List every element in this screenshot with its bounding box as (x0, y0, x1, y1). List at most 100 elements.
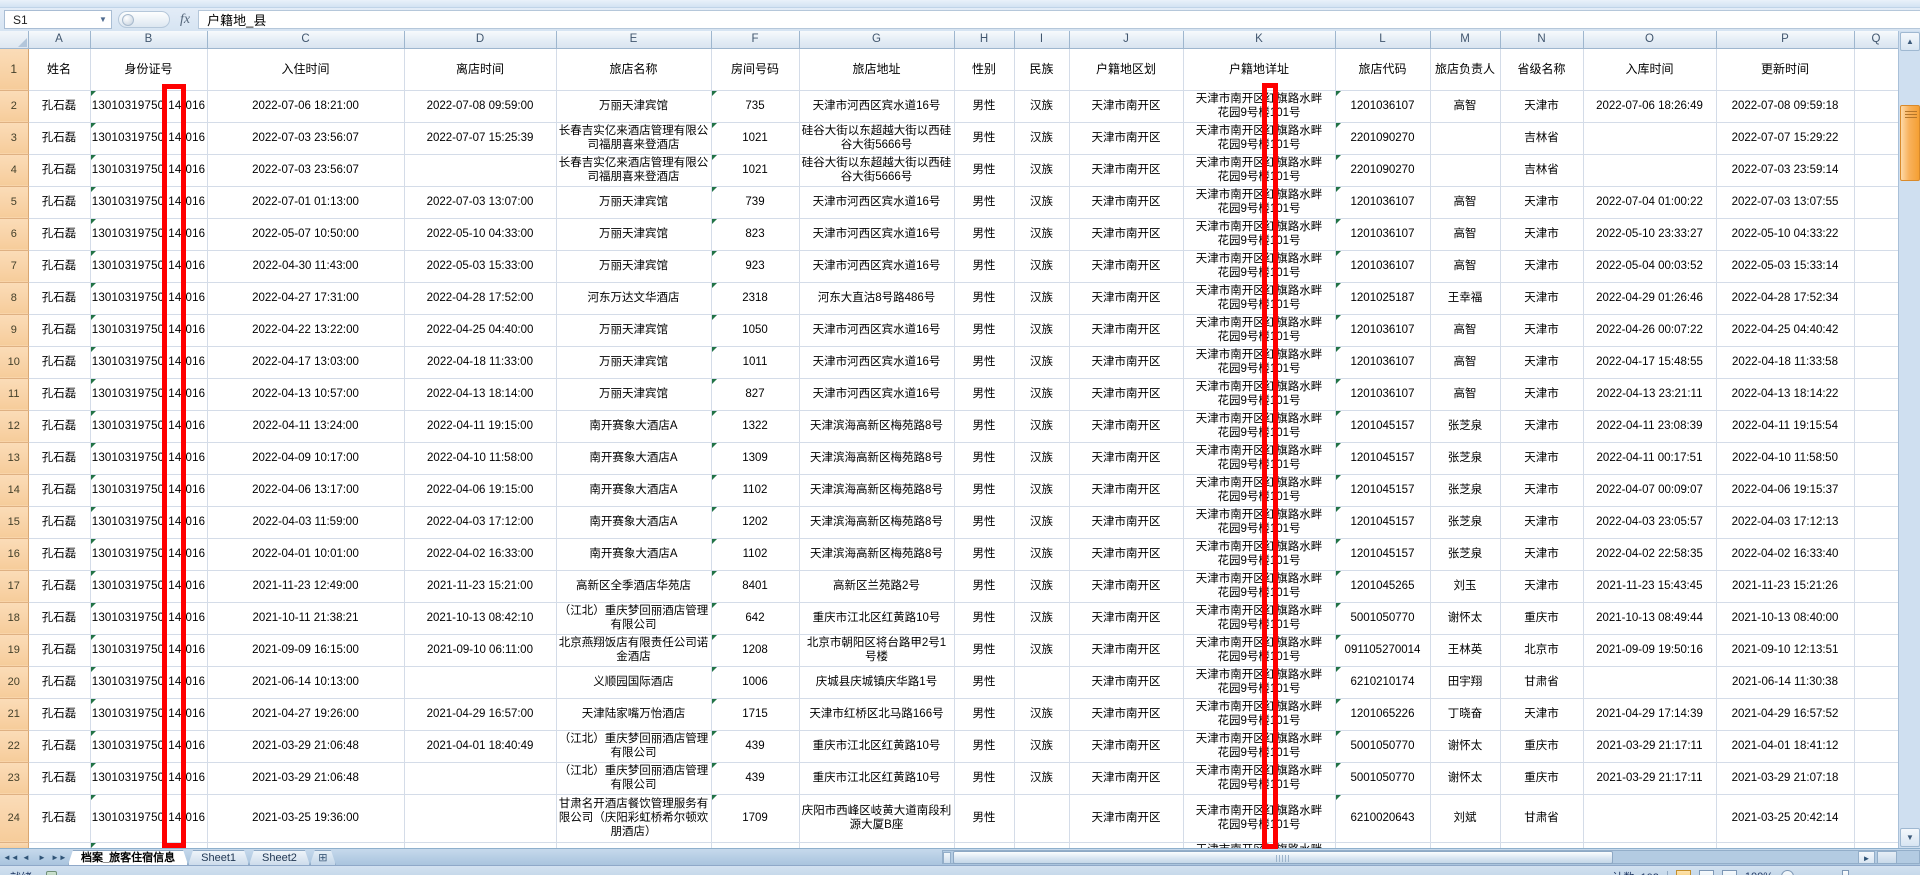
cell-Q17[interactable] (1854, 570, 1898, 603)
cell-N20[interactable]: 甘肃省 (1500, 666, 1584, 699)
cell-F1[interactable]: 房间号码 (711, 48, 800, 91)
cell-Q23[interactable] (1854, 762, 1898, 795)
cell-Q12[interactable] (1854, 410, 1898, 443)
cell-B3[interactable]: 13010319750 14 016 (90, 122, 208, 155)
cell-N3[interactable]: 吉林省 (1500, 122, 1584, 155)
row-header-12[interactable]: 12 (0, 410, 29, 443)
column-header-Q[interactable]: Q (1854, 31, 1898, 49)
cell-M11[interactable]: 高智 (1430, 378, 1501, 411)
cell-L22[interactable]: 5001050770 (1335, 730, 1431, 763)
cell-A5[interactable]: 孔石磊 (28, 186, 91, 219)
insert-worksheet-icon[interactable]: ⊞ (310, 850, 336, 865)
cell-B14[interactable]: 13010319750 14 016 (90, 474, 208, 507)
cell-B20[interactable]: 13010319750 14 016 (90, 666, 208, 699)
cell-Q21[interactable] (1854, 698, 1898, 731)
prev-sheet-icon[interactable]: ◄ (22, 852, 30, 862)
row-header-13[interactable]: 13 (0, 442, 29, 475)
column-header-C[interactable]: C (207, 31, 405, 49)
cell-O4[interactable] (1583, 154, 1717, 187)
cell-O20[interactable] (1583, 666, 1717, 699)
cell-B25[interactable] (90, 842, 208, 848)
cell-K1[interactable]: 户籍地详址 (1183, 48, 1336, 91)
sheet-tab-sheet1[interactable]: Sheet1 (188, 850, 249, 865)
cell-P17[interactable]: 2021-11-23 15:21:26 (1716, 570, 1855, 603)
cell-D5[interactable]: 2022-07-03 13:07:00 (404, 186, 557, 219)
cell-G7[interactable]: 天津市河西区宾水道16号 (799, 250, 955, 283)
cell-N15[interactable]: 天津市 (1500, 506, 1584, 539)
cell-H3[interactable]: 男性 (954, 122, 1015, 155)
cell-A22[interactable]: 孔石磊 (28, 730, 91, 763)
cell-O21[interactable]: 2021-04-29 17:14:39 (1583, 698, 1717, 731)
cell-H24[interactable]: 男性 (954, 794, 1015, 843)
row-header-11[interactable]: 11 (0, 378, 29, 411)
cell-M14[interactable]: 张芝泉 (1430, 474, 1501, 507)
first-sheet-icon[interactable]: ◄◄ (3, 852, 19, 862)
cell-F2[interactable]: 735 (711, 90, 800, 123)
cell-G4[interactable]: 硅谷大街以东超越大街以西硅谷大街5666号 (799, 154, 955, 187)
cell-G16[interactable]: 天津滨海高新区梅苑路8号 (799, 538, 955, 571)
vertical-scrollbar[interactable]: ▲ ▼ (1898, 31, 1920, 848)
cell-J2[interactable]: 天津市南开区 (1069, 90, 1184, 123)
cell-L11[interactable]: 1201036107 (1335, 378, 1431, 411)
cell-I14[interactable]: 汉族 (1014, 474, 1070, 507)
cell-M10[interactable]: 高智 (1430, 346, 1501, 379)
cell-P8[interactable]: 2022-04-28 17:52:34 (1716, 282, 1855, 315)
cell-O23[interactable]: 2021-03-29 21:17:11 (1583, 762, 1717, 795)
cell-M8[interactable]: 王幸福 (1430, 282, 1501, 315)
cell-K25[interactable]: 天津市南开区红旗路水畔 (1183, 842, 1336, 848)
cell-L23[interactable]: 5001050770 (1335, 762, 1431, 795)
cell-N10[interactable]: 天津市 (1500, 346, 1584, 379)
cell-K16[interactable]: 天津市南开区红旗路水畔 花园9号楼101号 (1183, 538, 1336, 571)
cell-D15[interactable]: 2022-04-03 17:12:00 (404, 506, 557, 539)
cell-N1[interactable]: 省级名称 (1500, 48, 1584, 91)
cell-D11[interactable]: 2022-04-13 18:14:00 (404, 378, 557, 411)
cell-Q24[interactable] (1854, 794, 1898, 843)
cell-P14[interactable]: 2022-04-06 19:15:37 (1716, 474, 1855, 507)
cell-D13[interactable]: 2022-04-10 11:58:00 (404, 442, 557, 475)
cell-E9[interactable]: 万丽天津宾馆 (556, 314, 712, 347)
cell-E19[interactable]: 北京燕翔饭店有限责任公司诺金酒店 (556, 634, 712, 667)
cell-G25[interactable] (799, 842, 955, 848)
cell-E24[interactable]: 甘肃名开酒店餐饮管理服务有限公司（庆阳彩虹桥希尔顿欢朋酒店） (556, 794, 712, 843)
cell-H21[interactable]: 男性 (954, 698, 1015, 731)
cell-B4[interactable]: 13010319750 14 016 (90, 154, 208, 187)
cell-M4[interactable] (1430, 154, 1501, 187)
cell-I25[interactable] (1014, 842, 1070, 848)
cell-O17[interactable]: 2021-11-23 15:43:45 (1583, 570, 1717, 603)
cell-O11[interactable]: 2022-04-13 23:21:11 (1583, 378, 1717, 411)
cell-D23[interactable] (404, 762, 557, 795)
cell-N4[interactable]: 吉林省 (1500, 154, 1584, 187)
cell-N11[interactable]: 天津市 (1500, 378, 1584, 411)
cell-J18[interactable]: 天津市南开区 (1069, 602, 1184, 635)
cell-J22[interactable]: 天津市南开区 (1069, 730, 1184, 763)
row-header-18[interactable]: 18 (0, 602, 29, 635)
cell-F15[interactable]: 1202 (711, 506, 800, 539)
vertical-scroll-thumb[interactable] (1900, 105, 1920, 181)
cell-E11[interactable]: 万丽天津宾馆 (556, 378, 712, 411)
cell-A10[interactable]: 孔石磊 (28, 346, 91, 379)
page-layout-view-icon[interactable] (1698, 870, 1714, 875)
cell-C4[interactable]: 2022-07-03 23:56:07 (207, 154, 405, 187)
column-header-N[interactable]: N (1500, 31, 1584, 49)
column-header-P[interactable]: P (1716, 31, 1855, 49)
cell-K5[interactable]: 天津市南开区红旗路水畔 花园9号楼101号 (1183, 186, 1336, 219)
column-header-B[interactable]: B (90, 31, 208, 49)
cell-F25[interactable] (711, 842, 800, 848)
cell-Q14[interactable] (1854, 474, 1898, 507)
cell-A23[interactable]: 孔石磊 (28, 762, 91, 795)
cell-F10[interactable]: 1011 (711, 346, 800, 379)
cell-H9[interactable]: 男性 (954, 314, 1015, 347)
cell-H6[interactable]: 男性 (954, 218, 1015, 251)
last-sheet-icon[interactable]: ►► (51, 852, 67, 862)
cell-A19[interactable]: 孔石磊 (28, 634, 91, 667)
cell-F7[interactable]: 923 (711, 250, 800, 283)
cell-K3[interactable]: 天津市南开区红旗路水畔 花园9号楼101号 (1183, 122, 1336, 155)
row-header-3[interactable]: 3 (0, 122, 29, 155)
cell-P13[interactable]: 2022-04-10 11:58:50 (1716, 442, 1855, 475)
cell-G2[interactable]: 天津市河西区宾水道16号 (799, 90, 955, 123)
scroll-up-icon[interactable]: ▲ (1900, 32, 1920, 51)
cell-N14[interactable]: 天津市 (1500, 474, 1584, 507)
cell-C2[interactable]: 2022-07-06 18:21:00 (207, 90, 405, 123)
column-header-M[interactable]: M (1430, 31, 1501, 49)
cell-M13[interactable]: 张芝泉 (1430, 442, 1501, 475)
